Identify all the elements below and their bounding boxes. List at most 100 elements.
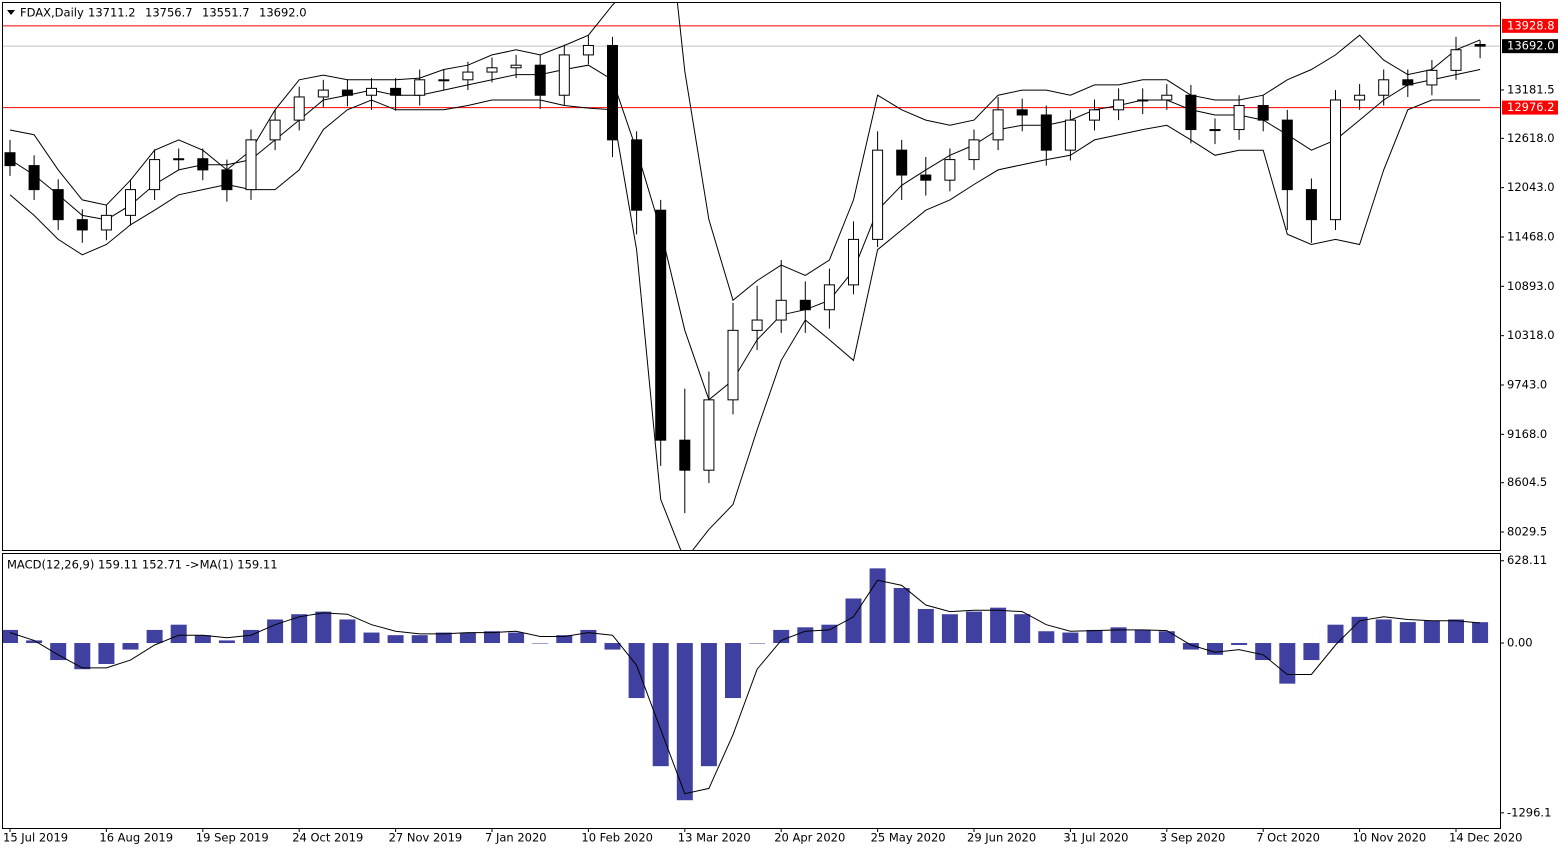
y-tick-label: 0.00 [1507, 636, 1533, 650]
macd-bar [725, 643, 741, 699]
candle-body [1426, 69, 1438, 86]
macd-bar [435, 632, 452, 644]
x-tick-label: 14 Dec 2020 [1449, 831, 1522, 845]
macd-bar [773, 629, 790, 644]
macd-bar [315, 611, 332, 644]
candle-body [1040, 114, 1052, 151]
macd-bar [291, 614, 308, 644]
level-tag [1502, 100, 1558, 115]
macd-bar [869, 568, 886, 644]
y-tick-label: 628.11 [1507, 553, 1547, 567]
level-label: 13928.8 [1507, 18, 1555, 32]
candle-body [462, 71, 474, 81]
macd-bar [532, 643, 549, 644]
x-tick-label: 25 May 2020 [871, 831, 946, 845]
candle-body [1305, 189, 1317, 221]
candle-body [1064, 119, 1076, 151]
level-tag [1502, 18, 1558, 33]
macd-bar [1255, 643, 1272, 661]
candle-body [486, 67, 498, 73]
macd-bar [1399, 622, 1416, 644]
candle-body [607, 44, 618, 141]
candle-body [149, 159, 161, 191]
macd-bar [1375, 619, 1392, 644]
macd-bar [1303, 643, 1320, 661]
macd-bar [1038, 631, 1055, 644]
candle-body [125, 189, 136, 216]
candle-body [799, 299, 811, 311]
ohlc-high: 13756.7 [145, 6, 193, 20]
macd-bar [1351, 616, 1368, 644]
macd-bar [580, 629, 597, 644]
candle-body [1089, 109, 1100, 121]
candle-body [52, 189, 64, 221]
candle-body [558, 54, 570, 96]
macd-bar [556, 635, 573, 644]
signal-line [9, 579, 1481, 795]
macd-bar [1327, 624, 1344, 644]
x-tick-label: 20 Apr 2020 [774, 831, 845, 845]
macd-bar [74, 643, 91, 670]
price-frame [2, 2, 1501, 551]
x-tick-label: 10 Feb 2020 [581, 831, 653, 845]
candle-body [1402, 79, 1414, 86]
x-tick-label: 27 Nov 2019 [389, 831, 463, 845]
macd-bar [1423, 620, 1440, 644]
candle-body [823, 284, 835, 311]
y-tick-label: 13181.5 [1507, 82, 1555, 96]
macd-bar [1231, 643, 1248, 645]
candle-body [366, 87, 377, 96]
candle-body [631, 139, 643, 211]
candle-body [341, 89, 353, 96]
level-tag [1502, 39, 1558, 54]
candle-body [1281, 119, 1293, 191]
axes: 13181.5 12618.0 12043.0 11468.0 10893.0 10318… [3, 18, 1558, 845]
y-tick-label: -1296.1 [1507, 805, 1551, 819]
candle-body [1450, 49, 1462, 71]
ohlc-open: 13711.2 [88, 6, 136, 20]
ohlc-low: 13551.7 [202, 6, 250, 20]
macd-bar [508, 632, 525, 644]
candle-body [1474, 44, 1486, 47]
macd-bar [628, 643, 645, 699]
macd-bar [604, 643, 621, 650]
candle-body [968, 139, 980, 161]
candle-body [269, 119, 281, 141]
macd-bar [1207, 643, 1223, 655]
candle-body [76, 219, 88, 231]
macd-bar [98, 643, 115, 664]
ohlc-close: 13692.0 [259, 6, 307, 20]
macd-bar [1472, 622, 1489, 644]
macd-bar [484, 631, 500, 644]
x-tick-label: 7 Oct 2020 [1256, 831, 1320, 845]
candle-body [1233, 105, 1245, 131]
menu-arrow [7, 10, 15, 15]
macd-bar [652, 643, 669, 767]
macd-bar [26, 640, 43, 644]
candle-body [1209, 129, 1221, 132]
candle-body [703, 399, 715, 471]
candle-body [992, 109, 1004, 141]
x-tick-label: 10 Nov 2020 [1353, 831, 1427, 845]
y-tick-label: 8029.5 [1507, 525, 1547, 539]
y-tick-label: 12043.0 [1507, 180, 1555, 194]
candle-body [1161, 94, 1173, 101]
macd-bar [821, 624, 838, 644]
candle-body [655, 209, 667, 441]
macd-bar [194, 635, 211, 644]
y-tick-label: 9168.0 [1507, 427, 1547, 441]
x-tick-label: 29 Jun 2020 [967, 831, 1036, 845]
candle-body [1137, 99, 1149, 102]
macd-plot [3, 568, 1489, 801]
macd-bar [700, 643, 717, 767]
candle-body [1113, 99, 1125, 111]
candle-body [1354, 94, 1366, 101]
macd-bar [339, 619, 356, 644]
candle-body [775, 299, 787, 321]
candle-body [4, 152, 16, 167]
macd-bar [218, 640, 235, 644]
x-tick-label: 19 Sep 2019 [196, 831, 269, 845]
candle-body [944, 159, 956, 181]
